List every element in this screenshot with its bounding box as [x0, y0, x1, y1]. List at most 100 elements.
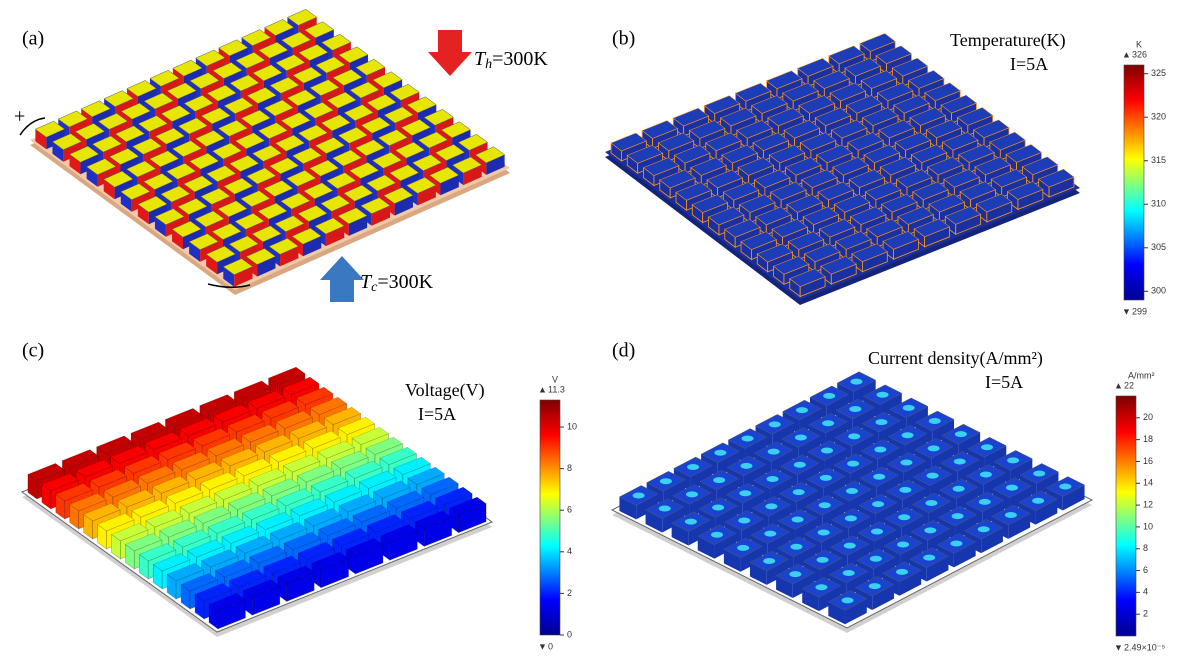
colorbar-tick-label: 18 — [1143, 434, 1153, 444]
block-spot — [763, 558, 775, 564]
block-spot — [875, 419, 887, 425]
block-spot — [981, 444, 993, 450]
min-arrow: ▼ — [538, 641, 547, 651]
block-spot — [794, 462, 806, 468]
block-spot — [899, 487, 911, 493]
colorbar-tick-label: 14 — [1143, 478, 1153, 488]
block-spot — [924, 527, 936, 533]
block-spot — [687, 464, 699, 470]
block-spot — [1032, 498, 1044, 504]
colorbar-min: 0 — [548, 641, 553, 651]
colorbar-tick-label: 0 — [567, 629, 572, 639]
block-spot — [1005, 512, 1017, 518]
block-spot — [819, 502, 831, 508]
block-spot — [842, 597, 854, 603]
min-arrow: ▼ — [1114, 642, 1123, 652]
block-spot — [873, 474, 885, 480]
colorbar-tick-label: 325 — [1151, 68, 1166, 78]
colorbar-max: 326 — [1132, 49, 1147, 59]
block-spot — [767, 476, 779, 482]
block-spot — [660, 478, 672, 484]
block-spot — [877, 392, 889, 398]
block-spot — [900, 460, 912, 466]
block-spot — [929, 418, 941, 424]
block-spot — [795, 434, 807, 440]
hot-arrow — [428, 30, 472, 76]
current-label: I=5A — [1010, 54, 1048, 74]
colorbar-tick-label: 305 — [1151, 242, 1166, 252]
block-spot — [1007, 457, 1019, 463]
block-spot — [850, 379, 862, 385]
block-spot — [872, 501, 884, 507]
block-spot — [822, 420, 834, 426]
block-spot — [844, 543, 856, 549]
block-spot — [818, 530, 830, 536]
current-label: I=5A — [418, 404, 456, 424]
block-spot — [897, 542, 909, 548]
colorbar-max: 11.3 — [548, 384, 565, 394]
block-spot — [815, 584, 827, 590]
block-spot — [952, 513, 964, 519]
block-spot — [789, 571, 801, 577]
block-spot — [712, 504, 724, 510]
block-spot — [765, 503, 777, 509]
block-spot — [847, 461, 859, 467]
block-spot — [821, 448, 833, 454]
hot-label: Th=300K — [474, 48, 548, 73]
colorbar-min: 2.49×10⁻⁵ — [1124, 642, 1166, 652]
block-spot — [845, 515, 857, 521]
block-spot — [740, 463, 752, 469]
block-spot — [713, 477, 725, 483]
colorbar-tick-label: 300 — [1151, 286, 1166, 296]
block-spot — [871, 528, 883, 534]
block-spot — [869, 583, 881, 589]
colorbar-tick-label: 8 — [1143, 543, 1148, 553]
colorbar-tick-label: 6 — [567, 505, 572, 515]
block-spot — [902, 432, 914, 438]
min-arrow: ▼ — [1122, 306, 1131, 316]
block-spot — [823, 393, 835, 399]
colorbar-min: 299 — [1132, 306, 1147, 316]
colorbar-tick-label: 6 — [1143, 565, 1148, 575]
colorbar-tick-label: 12 — [1143, 499, 1153, 509]
panel-label: (d) — [612, 340, 635, 362]
block-spot — [1006, 485, 1018, 491]
figure: (a) + Th=300K Tc=300K (b) Temperature(K)… — [0, 0, 1184, 663]
block-spot — [979, 499, 991, 505]
max-arrow: ▲ — [1122, 49, 1131, 59]
block-spot — [849, 406, 861, 412]
block-spot — [978, 526, 990, 532]
colorbar — [1124, 65, 1144, 300]
block-spot — [737, 545, 749, 551]
block-spot — [846, 488, 858, 494]
block-spot — [898, 514, 910, 520]
block-spot — [950, 540, 962, 546]
block-spot — [793, 489, 805, 495]
block-spot — [738, 518, 750, 524]
plus-sign: + — [14, 106, 25, 128]
block-spot — [927, 473, 939, 479]
block-spot — [792, 516, 804, 522]
panel-label: (a) — [22, 28, 44, 50]
colorbar-tick-label: 8 — [567, 463, 572, 473]
colorbar-tick-label: 4 — [567, 546, 572, 556]
block-spot — [954, 458, 966, 464]
block-spot — [925, 500, 937, 506]
colorbar-tick-label: 16 — [1143, 456, 1153, 466]
colorbar-tick-label: 10 — [567, 421, 577, 431]
block-spot — [796, 407, 808, 413]
max-arrow: ▲ — [538, 384, 547, 394]
colorbar-tick-label: 2 — [567, 588, 572, 598]
max-arrow: ▲ — [1114, 380, 1123, 390]
colorbar-tick-label: 310 — [1151, 199, 1166, 209]
colorbar-tick-label: 2 — [1143, 609, 1148, 619]
block-spot — [659, 506, 671, 512]
block-spot — [955, 431, 967, 437]
colorbar-unit: V — [552, 374, 558, 384]
colorbar — [1116, 396, 1136, 636]
block-spot — [1059, 484, 1071, 490]
block-spot — [817, 557, 829, 563]
block-spot — [739, 490, 751, 496]
block-spot — [790, 544, 802, 550]
block-spot — [903, 405, 915, 411]
